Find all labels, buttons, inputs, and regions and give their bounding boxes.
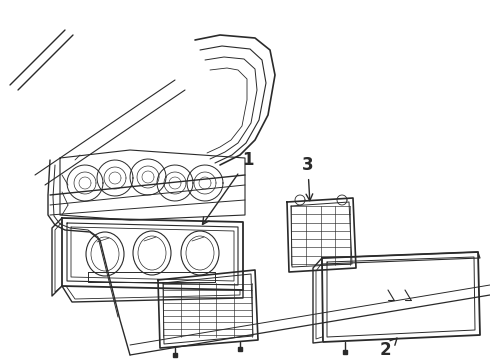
Text: 3: 3 [302, 156, 314, 201]
Text: 2: 2 [380, 338, 397, 359]
Text: 1: 1 [202, 151, 253, 224]
